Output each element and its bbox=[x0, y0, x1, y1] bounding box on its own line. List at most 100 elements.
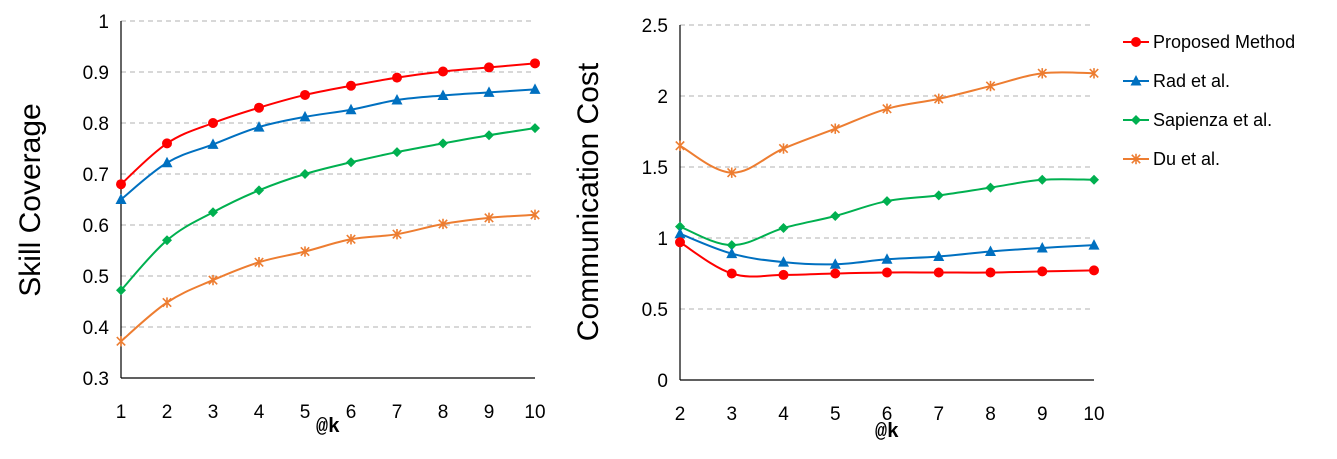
data-point bbox=[345, 103, 357, 115]
legend-marker bbox=[1131, 153, 1141, 165]
data-point bbox=[208, 274, 218, 286]
data-point bbox=[484, 62, 494, 73]
x-tick-label: 6 bbox=[346, 402, 357, 423]
data-point bbox=[1037, 68, 1048, 79]
data-point bbox=[300, 89, 310, 100]
legend-label: Proposed Method bbox=[1153, 32, 1295, 52]
data-point bbox=[254, 257, 264, 268]
data-point bbox=[1037, 174, 1048, 185]
series-line bbox=[120, 62, 536, 185]
data-point bbox=[116, 285, 126, 296]
y-tick-label: 1 bbox=[98, 12, 109, 33]
data-point bbox=[829, 258, 841, 269]
data-point bbox=[162, 235, 172, 246]
series-line bbox=[120, 88, 536, 201]
data-point bbox=[1089, 68, 1099, 79]
data-point bbox=[830, 268, 841, 279]
y-tick-label: 2 bbox=[657, 87, 668, 108]
y-tick-label: 0.8 bbox=[83, 114, 109, 135]
data-point bbox=[300, 246, 310, 257]
data-point bbox=[985, 182, 996, 193]
data-point bbox=[985, 245, 996, 256]
series-line bbox=[679, 178, 1095, 247]
series-line bbox=[120, 127, 536, 291]
data-point bbox=[933, 250, 945, 261]
data-point bbox=[161, 156, 173, 168]
data-point bbox=[346, 157, 356, 168]
x-tick-label: 4 bbox=[254, 402, 265, 423]
y-axis-label: Skill Coverage bbox=[14, 103, 47, 296]
data-point bbox=[726, 240, 737, 251]
x-tick-label: 2 bbox=[675, 404, 686, 425]
data-point bbox=[530, 58, 540, 69]
data-point bbox=[778, 256, 789, 267]
y-tick-label: 0.3 bbox=[83, 369, 109, 390]
y-tick-label: 0.7 bbox=[83, 165, 109, 186]
x-axis-label: @k bbox=[316, 416, 340, 439]
data-point bbox=[207, 138, 219, 149]
x-axis-label: @k bbox=[875, 421, 899, 444]
data-point bbox=[985, 267, 996, 278]
y-tick-label: 0.5 bbox=[642, 300, 668, 321]
data-point bbox=[1089, 265, 1099, 276]
data-point bbox=[778, 269, 789, 280]
data-point bbox=[778, 223, 789, 234]
x-tick-label: 9 bbox=[1037, 404, 1048, 425]
y-tick-label: 0 bbox=[657, 371, 668, 392]
data-point bbox=[1089, 174, 1099, 185]
data-point bbox=[882, 196, 892, 207]
data-point bbox=[299, 110, 311, 122]
skill-coverage-chart: 0.3 0.4 0.5 0.6 0.7 0.8 0.9 1 1 2 3 4 5 6 7 8 9 10 Skill C… bbox=[14, 12, 546, 439]
x-tick-label: 7 bbox=[392, 402, 403, 423]
x-tick-label: 5 bbox=[830, 404, 841, 425]
legend-label: Sapienza et al. bbox=[1153, 110, 1272, 130]
data-point bbox=[162, 138, 172, 149]
data-point bbox=[438, 66, 448, 77]
y-tick-label: 0.9 bbox=[83, 63, 109, 84]
data-point bbox=[254, 185, 264, 196]
data-point bbox=[116, 336, 126, 347]
data-point bbox=[675, 221, 685, 232]
legend-marker bbox=[1131, 115, 1141, 125]
data-point bbox=[933, 190, 944, 201]
data-point bbox=[484, 130, 494, 141]
series-line bbox=[679, 71, 1095, 174]
x-tick-label: 10 bbox=[1083, 404, 1104, 425]
data-point bbox=[778, 143, 789, 154]
data-point bbox=[392, 72, 402, 83]
legend-label: Rad et al. bbox=[1153, 71, 1230, 91]
data-point bbox=[726, 247, 738, 259]
y-tick-label: 2.5 bbox=[642, 16, 668, 37]
data-point bbox=[933, 93, 944, 105]
x-tick-label: 6 bbox=[882, 404, 893, 425]
data-point bbox=[391, 94, 403, 105]
data-point bbox=[933, 267, 944, 278]
y-tick-label: 0.5 bbox=[83, 267, 109, 288]
x-tick-label: 1 bbox=[116, 402, 127, 423]
data-point bbox=[675, 140, 685, 151]
x-tick-label: 9 bbox=[484, 402, 495, 423]
y-tick-label: 0.4 bbox=[83, 318, 110, 339]
data-point bbox=[882, 103, 892, 114]
data-point bbox=[726, 167, 737, 178]
data-point bbox=[392, 228, 402, 240]
x-tick-label: 8 bbox=[985, 404, 996, 425]
data-point bbox=[300, 169, 310, 179]
x-tick-label: 5 bbox=[300, 402, 311, 423]
data-point bbox=[1037, 266, 1048, 277]
x-tick-label: 4 bbox=[778, 404, 789, 425]
data-point bbox=[830, 210, 841, 221]
data-point bbox=[675, 237, 685, 248]
data-point bbox=[1088, 239, 1100, 250]
data-point bbox=[483, 86, 495, 97]
data-point bbox=[437, 89, 449, 100]
y-tick-label: 1.5 bbox=[642, 158, 668, 179]
communication-cost-chart: 0 0.5 1 1.5 2 2.5 2 3 4 5 6 7 8 9 10 Communication Cost… bbox=[572, 16, 1105, 444]
data-point bbox=[254, 102, 264, 113]
y-tick-label: 0.6 bbox=[83, 216, 109, 237]
data-point bbox=[116, 179, 126, 190]
data-point bbox=[529, 83, 541, 94]
data-point bbox=[985, 80, 996, 92]
x-tick-label: 2 bbox=[162, 402, 173, 423]
data-point bbox=[1036, 241, 1048, 253]
